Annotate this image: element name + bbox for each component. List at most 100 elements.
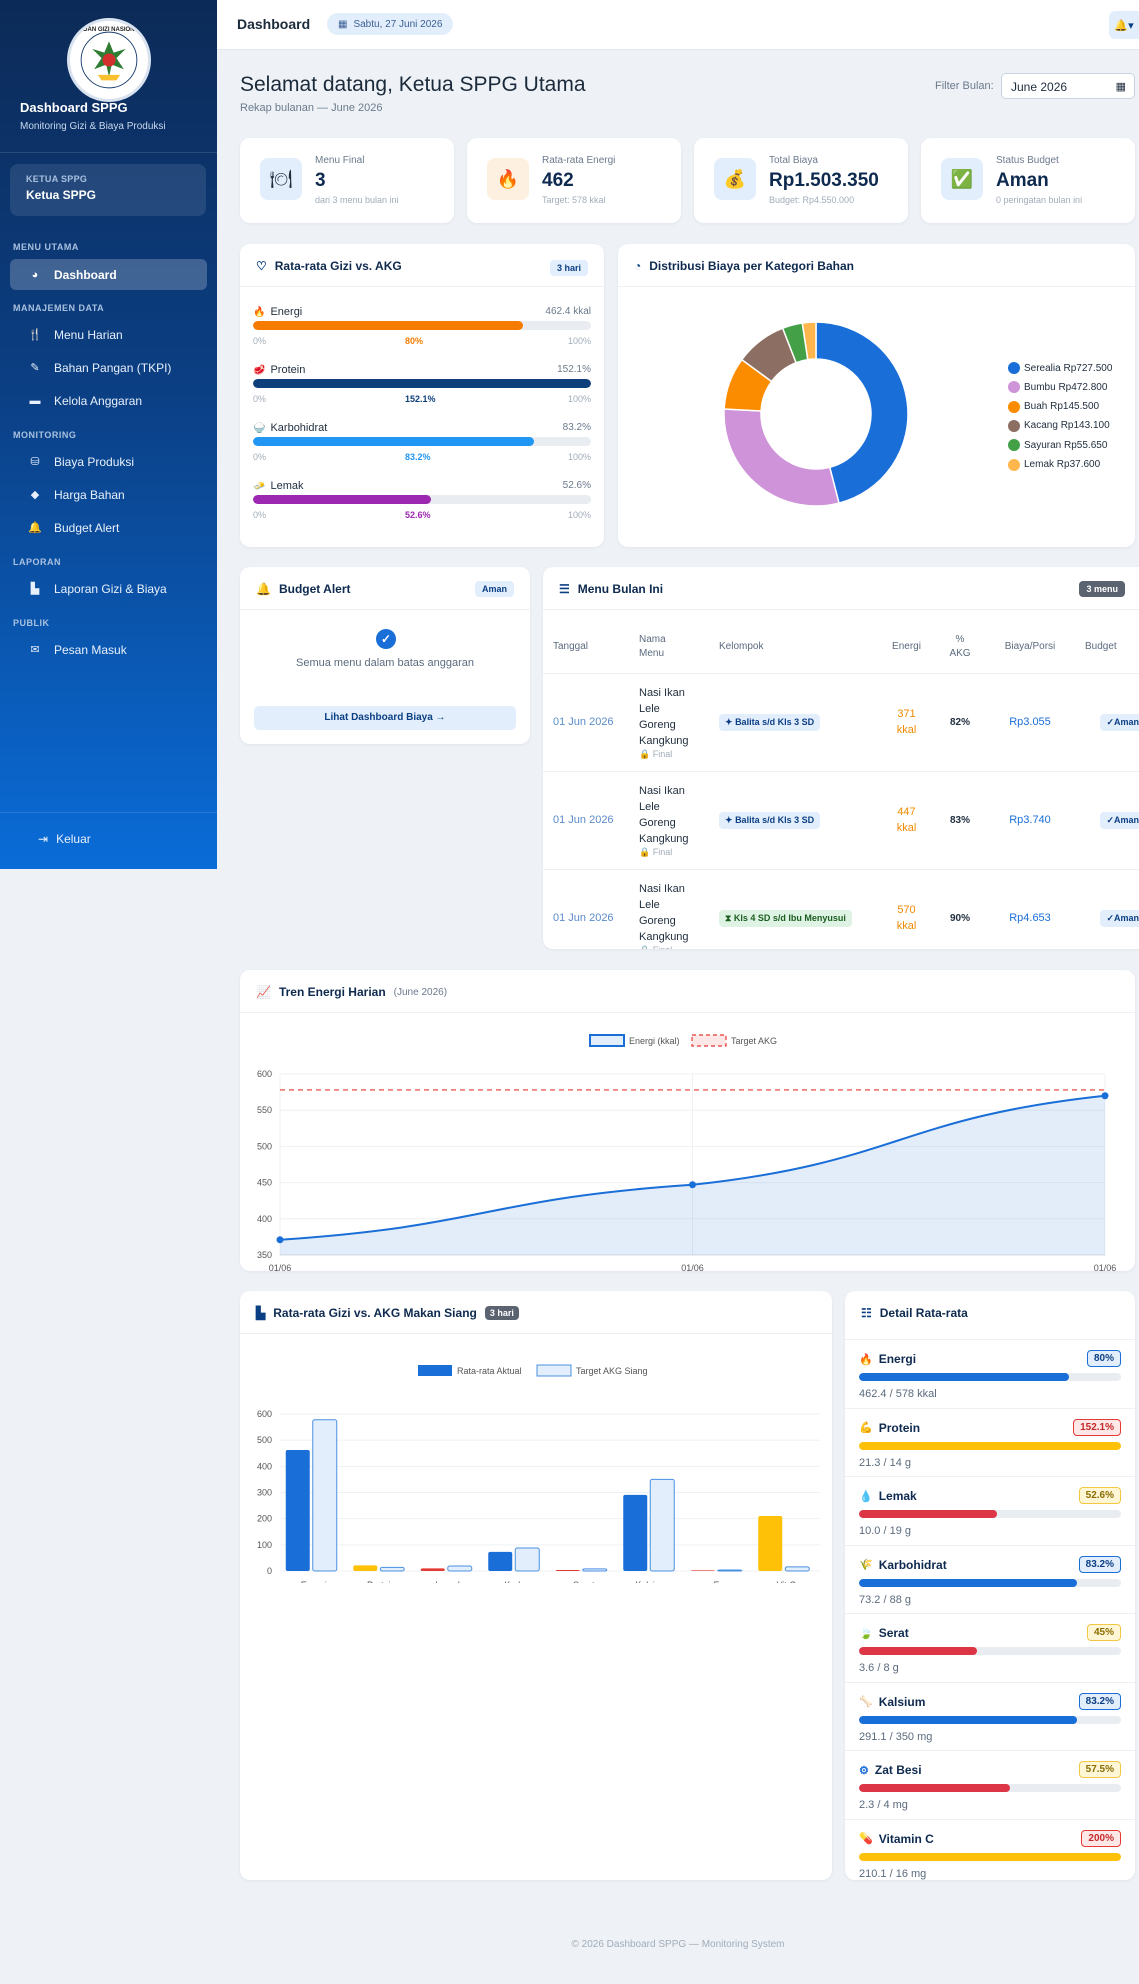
progress-fill [859,1647,977,1655]
gizi-akg-card: ♡ Rata-rata Gizi vs. AKG 3 hari 🔥 Energi 4… [240,244,604,547]
nav-pesan-masuk[interactable]: ✉ Pesan Masuk [10,634,207,665]
menu-name: Nasi Ikan Lele Goreng Kangkung [639,685,699,749]
bar-actual-protein[interactable] [353,1565,378,1571]
bar-target-vit-c[interactable] [784,1566,810,1572]
bar-actual-lemak[interactable] [420,1568,445,1571]
nutrient-name: Karbohidrat [270,422,328,434]
nav-harga-bahan[interactable]: ◆ Harga Bahan [10,479,207,510]
month-filter-input[interactable]: June 2026 ▦ [1001,73,1135,99]
bar-actual-energi[interactable] [285,1450,310,1571]
stat-value: 3 [315,170,326,191]
notification-button[interactable]: 🔔▾ [1109,11,1139,39]
percent-badge: 57.5% [1078,1761,1121,1778]
nav-menu-harian[interactable]: 🍴 Menu Harian [10,319,207,350]
donut-chart [723,321,909,507]
bar-target-kalsium[interactable] [649,1478,675,1572]
progress-bar [859,1510,1121,1518]
stat-value: Aman [996,170,1049,191]
menu-table: Tanggal Nama Menu Kelompok Energi % AKG Bi… [543,621,1139,949]
bar-target-serat[interactable] [582,1568,608,1572]
legend-item: Buah Rp145.500 [1008,400,1099,413]
detail-value: 462.4 / 578 kkal [859,1388,937,1400]
lihat-dashboard-biaya-button[interactable]: Lihat Dashboard Biaya → [254,706,516,730]
bar-target-fe[interactable] [717,1569,743,1572]
x-tick-label: 01/06 [681,1263,704,1271]
energi-unit: kkal [896,822,917,834]
carrot-icon: ✎ [30,362,40,374]
section-monitoring: MONITORING [13,430,77,440]
nutrient-icon: 💧 [859,1490,873,1503]
nav-label: Dashboard [54,267,117,282]
menu-name-line: Kangkung [639,930,689,943]
energy-point[interactable] [689,1181,696,1189]
stat-sub: 0 peringatan bulan ini [996,195,1083,205]
detail-row-lemak: 💧 Lemak 52.6% 10.0 / 19 g [845,1476,1135,1544]
energy-point[interactable] [276,1236,284,1244]
bar-actual-karbo[interactable] [488,1551,513,1571]
legend-label: Lemak Rp37.600 [1024,459,1101,470]
legend-swatch [1008,381,1020,394]
detail-label: 🍃 Serat [859,1626,909,1640]
nav-budget-alert[interactable]: 🔔 Budget Alert [10,512,207,543]
cell-budget: ✓Aman [1075,673,1139,772]
x-tick-label: 01/06 [1094,1263,1117,1271]
kelompok-label: Kls 4 SD s/d Ibu Menyusui [733,912,846,923]
logout-button[interactable]: ⇥ Keluar [38,832,91,846]
percent-badge: 83.2% [1078,1555,1121,1573]
cell-budget: ✓Aman [1075,771,1139,870]
col-akg: % AKG [935,621,985,674]
nav-dashboard[interactable]: ◕ Dashboard [10,259,207,290]
progress-bar [859,1441,1121,1450]
donut-slice-serealia[interactable] [815,321,909,504]
legend-label: Kacang Rp143.100 [1024,420,1110,432]
table-row[interactable]: 01 Jun 2026 Nasi IkanLeleGorengKangkung🔒… [543,869,1139,949]
x-tick-label: Karbo [504,1580,528,1583]
cell-energi: 570 kkal [878,869,935,949]
donut-slice-bumbu[interactable] [723,408,840,507]
chart-icon: ▙ [30,583,40,595]
bar-target-protein[interactable] [379,1566,405,1572]
nutrient-value: 83.2% [562,422,591,433]
nav-label: Kelola Anggaran [54,393,143,408]
nav-kelola-anggaran[interactable]: ▬ Kelola Anggaran [10,385,207,416]
nav-biaya-produksi[interactable]: ⛁ Biaya Produksi [10,446,207,477]
status-label: Final [653,945,673,950]
detail-row-vitamin-c: 💊 Vitamin C 200% 210.1 / 16 mg [845,1818,1135,1881]
tick-max: 100% [567,394,591,404]
menu-name: Nasi Ikan Lele Goreng Kangkung [639,783,699,847]
nav-bahan-pangan[interactable]: ✎ Bahan Pangan (TKPI) [10,352,207,383]
bar-target-karbo[interactable] [514,1547,540,1572]
user-role: KETUA SPPG [26,174,88,184]
legend-swatch-energi [589,1034,625,1047]
heartbeat-icon: ♡ [256,259,267,273]
bar-actual-kalsium[interactable] [623,1494,648,1571]
x-tick-label: Kalsium [635,1580,667,1583]
detail-row-energi: 🔥 Energi 80% 462.4 / 578 kkal [845,1339,1135,1407]
bar-target-lemak[interactable] [447,1565,473,1572]
group-icon: ✦ [725,814,733,825]
bar-actual-vit-c[interactable] [758,1516,783,1571]
donut-slice-lemak[interactable] [801,321,817,361]
bar-actual-fe[interactable] [690,1570,715,1571]
menu-name: Nasi Ikan Lele Goreng Kangkung [639,881,699,945]
bar-actual-serat[interactable] [555,1570,580,1571]
status-label: Final [652,846,673,857]
lock-icon: 🔒 [639,748,651,759]
list-icon: ☷ [861,1306,872,1320]
nav-laporan[interactable]: ▙ Laporan Gizi & Biaya [10,573,207,604]
nutrient-icon: 🍃 [859,1627,873,1640]
x-tick-label: Protein [367,1580,396,1583]
divider [618,286,1135,287]
detail-value: 10.0 / 19 g [859,1525,911,1537]
topbar-title: Dashboard [237,16,311,32]
bar-target-energi[interactable] [312,1419,338,1572]
detail-value: 291.1 / 350 mg [859,1730,933,1743]
days-badge: 3 hari [549,260,588,276]
tick-mid: 80% [405,336,424,346]
cell-akg: 83% [935,771,985,870]
energy-point[interactable] [1101,1092,1109,1100]
user-name: Ketua SPPG [26,188,97,202]
menu-name-line: Kangkung [639,832,689,845]
